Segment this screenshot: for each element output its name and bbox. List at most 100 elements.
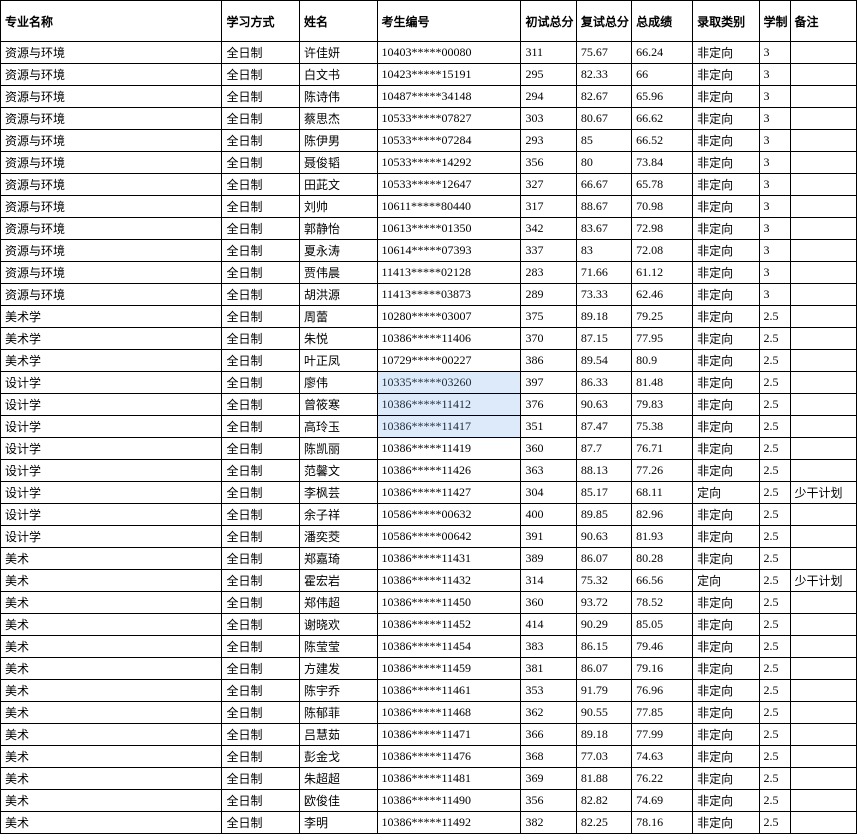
cell: 414 <box>521 614 576 636</box>
cell: 非定向 <box>693 724 759 746</box>
table-row: 设计学全日制曾筱寒10386*****1141237690.6379.83非定向… <box>1 394 857 416</box>
cell: 383 <box>521 636 576 658</box>
cell: 2.5 <box>759 306 790 328</box>
table-row: 美术全日制彭金戈10386*****1147636877.0374.63非定向2… <box>1 746 857 768</box>
cell: 全日制 <box>222 108 300 130</box>
cell: 全日制 <box>222 592 300 614</box>
cell: 全日制 <box>222 614 300 636</box>
table-row: 美术全日制陈宇乔10386*****1146135391.7976.96非定向2… <box>1 680 857 702</box>
cell: 资源与环境 <box>1 262 222 284</box>
cell: 定向 <box>693 570 759 592</box>
cell: 全日制 <box>222 438 300 460</box>
cell: 朱悦 <box>299 328 377 350</box>
cell <box>790 86 857 108</box>
cell: 陈宇乔 <box>299 680 377 702</box>
cell: 2.5 <box>759 636 790 658</box>
cell: 全日制 <box>222 306 300 328</box>
cell: 77.95 <box>632 328 693 350</box>
cell: 刘帅 <box>299 196 377 218</box>
cell: 10386*****11481 <box>377 768 521 790</box>
cell: 77.26 <box>632 460 693 482</box>
cell: 陈凯丽 <box>299 438 377 460</box>
cell: 美术 <box>1 746 222 768</box>
cell: 廖伟 <box>299 372 377 394</box>
cell: 93.72 <box>576 592 631 614</box>
col-header-4: 初试总分 <box>521 1 576 42</box>
cell: 全日制 <box>222 570 300 592</box>
cell: 资源与环境 <box>1 42 222 64</box>
cell: 2.5 <box>759 768 790 790</box>
cell: 85 <box>576 130 631 152</box>
cell: 非定向 <box>693 152 759 174</box>
cell: 设计学 <box>1 416 222 438</box>
cell: 全日制 <box>222 768 300 790</box>
cell: 资源与环境 <box>1 108 222 130</box>
col-header-8: 学制 <box>759 1 790 42</box>
cell: 李枫芸 <box>299 482 377 504</box>
cell: 10386*****11476 <box>377 746 521 768</box>
cell: 非定向 <box>693 394 759 416</box>
cell: 89.85 <box>576 504 631 526</box>
cell: 90.29 <box>576 614 631 636</box>
cell: 10280*****03007 <box>377 306 521 328</box>
cell: 非定向 <box>693 526 759 548</box>
cell: 80.28 <box>632 548 693 570</box>
cell: 86.07 <box>576 548 631 570</box>
cell: 68.11 <box>632 482 693 504</box>
cell: 10614*****07393 <box>377 240 521 262</box>
cell: 贾伟晨 <box>299 262 377 284</box>
cell: 非定向 <box>693 592 759 614</box>
cell: 全日制 <box>222 460 300 482</box>
cell: 88.67 <box>576 196 631 218</box>
cell: 80.67 <box>576 108 631 130</box>
cell: 非定向 <box>693 196 759 218</box>
cell: 87.15 <box>576 328 631 350</box>
cell: 非定向 <box>693 262 759 284</box>
cell: 夏永涛 <box>299 240 377 262</box>
cell: 余子祥 <box>299 504 377 526</box>
table-body: 资源与环境全日制许佳妍10403*****0008031175.6766.24非… <box>1 42 857 834</box>
cell: 386 <box>521 350 576 372</box>
cell: 75.67 <box>576 42 631 64</box>
cell: 2.5 <box>759 526 790 548</box>
table-row: 美术学全日制周蕾10280*****0300737589.1879.25非定向2… <box>1 306 857 328</box>
cell: 美术学 <box>1 328 222 350</box>
cell: 2.5 <box>759 328 790 350</box>
cell: 360 <box>521 592 576 614</box>
cell <box>790 262 857 284</box>
cell: 86.07 <box>576 658 631 680</box>
table-row: 美术全日制霍宏岩10386*****1143231475.3266.56定向2.… <box>1 570 857 592</box>
cell: 全日制 <box>222 284 300 306</box>
cell: 87.47 <box>576 416 631 438</box>
cell: 62.46 <box>632 284 693 306</box>
cell: 10335*****03260 <box>377 372 521 394</box>
cell: 10386*****11471 <box>377 724 521 746</box>
cell <box>790 372 857 394</box>
cell: 设计学 <box>1 460 222 482</box>
cell: 10729*****00227 <box>377 350 521 372</box>
cell: 89.18 <box>576 306 631 328</box>
cell: 91.79 <box>576 680 631 702</box>
cell: 65.96 <box>632 86 693 108</box>
table-row: 设计学全日制范馨文10386*****1142636388.1377.26非定向… <box>1 460 857 482</box>
col-header-1: 学习方式 <box>222 1 300 42</box>
cell: 美术 <box>1 658 222 680</box>
cell: 2.5 <box>759 592 790 614</box>
cell: 非定向 <box>693 416 759 438</box>
cell: 2.5 <box>759 570 790 592</box>
col-header-9: 备注 <box>790 1 857 42</box>
cell: 73.33 <box>576 284 631 306</box>
cell: 郑伟超 <box>299 592 377 614</box>
cell <box>790 614 857 636</box>
cell: 非定向 <box>693 460 759 482</box>
table-row: 设计学全日制高玲玉10386*****1141735187.4775.38非定向… <box>1 416 857 438</box>
cell: 陈诗伟 <box>299 86 377 108</box>
cell: 资源与环境 <box>1 284 222 306</box>
cell: 2.5 <box>759 416 790 438</box>
cell: 聂俊韬 <box>299 152 377 174</box>
cell: 美术 <box>1 592 222 614</box>
cell: 85.05 <box>632 614 693 636</box>
cell: 少干计划 <box>790 482 857 504</box>
cell: 382 <box>521 812 576 834</box>
cell: 2.5 <box>759 680 790 702</box>
